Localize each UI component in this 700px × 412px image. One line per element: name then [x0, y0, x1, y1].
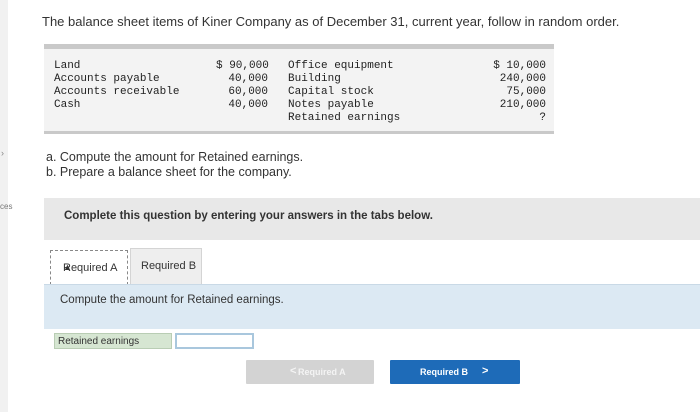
balance-sheet-items-table: Land Accounts payable Accounts receivabl… [44, 44, 554, 134]
question-a: a. Compute the amount for Retained earni… [46, 150, 304, 164]
tab-label: Required B [141, 260, 197, 272]
instruction-text: Complete this question by entering your … [64, 210, 433, 222]
panel-prompt: Compute the amount for Retained earnings… [60, 294, 284, 306]
right-values-column: $ 10,000 240,000 75,000 210,000 ? [466, 60, 546, 125]
chevron-left-icon: < [290, 365, 297, 377]
item-label: Notes payable [288, 99, 374, 111]
tab-required-b[interactable]: Required B [130, 248, 202, 287]
item-label: Office equipment [288, 60, 394, 72]
retained-earnings-input[interactable] [175, 333, 254, 349]
item-value: 240,000 [499, 73, 546, 85]
chevron-right-icon: > [482, 365, 489, 377]
prev-button-label: Required A [298, 367, 346, 377]
item-label: Capital stock [288, 86, 374, 98]
item-value: 40,000 [228, 73, 268, 85]
left-labels-column: Land Accounts payable Accounts receivabl… [54, 60, 179, 112]
item-label: Retained earnings [288, 112, 401, 124]
retained-earnings-label: Retained earnings [54, 333, 172, 349]
item-label: Accounts payable [54, 73, 160, 85]
item-value: 60,000 [228, 86, 268, 98]
question-b: b. Prepare a balance sheet for the compa… [46, 165, 292, 179]
item-value: ? [539, 112, 546, 124]
item-label: Land [54, 60, 81, 72]
item-value: 75,000 [506, 86, 546, 98]
right-labels-column: Office equipment Building Capital stock … [288, 60, 400, 125]
item-value: $ 90,000 [216, 60, 269, 72]
item-label: Cash [54, 99, 81, 111]
item-label: Building [288, 73, 341, 85]
prev-required-button[interactable]: < Required A [246, 360, 374, 384]
side-tab-label[interactable]: ces [0, 202, 13, 211]
tab-label: Required A [63, 262, 118, 274]
next-button-label: Required B [420, 367, 469, 377]
instruction-banner: Complete this question by entering your … [44, 198, 700, 240]
next-required-button[interactable]: Required B > [390, 360, 520, 384]
item-value: 40,000 [228, 99, 268, 111]
problem-intro: The balance sheet items of Kiner Company… [42, 14, 620, 29]
question-list: a. Compute the amount for Retained earni… [46, 150, 303, 180]
item-value: $ 10,000 [493, 60, 546, 72]
item-value: 210,000 [499, 99, 546, 111]
left-values-column: $ 90,000 40,000 60,000 40,000 [216, 60, 269, 112]
collapse-arrow-icon[interactable]: › [1, 148, 4, 158]
question-panel: Compute the amount for Retained earnings… [44, 284, 700, 329]
tab-required-a[interactable]: Required A ▲ [50, 250, 128, 285]
item-label: Accounts receivable [54, 86, 180, 98]
answer-row: Retained earnings [54, 333, 254, 351]
mouse-cursor-icon: ▲ [63, 262, 72, 272]
left-edge-strip: › ces [0, 0, 12, 412]
